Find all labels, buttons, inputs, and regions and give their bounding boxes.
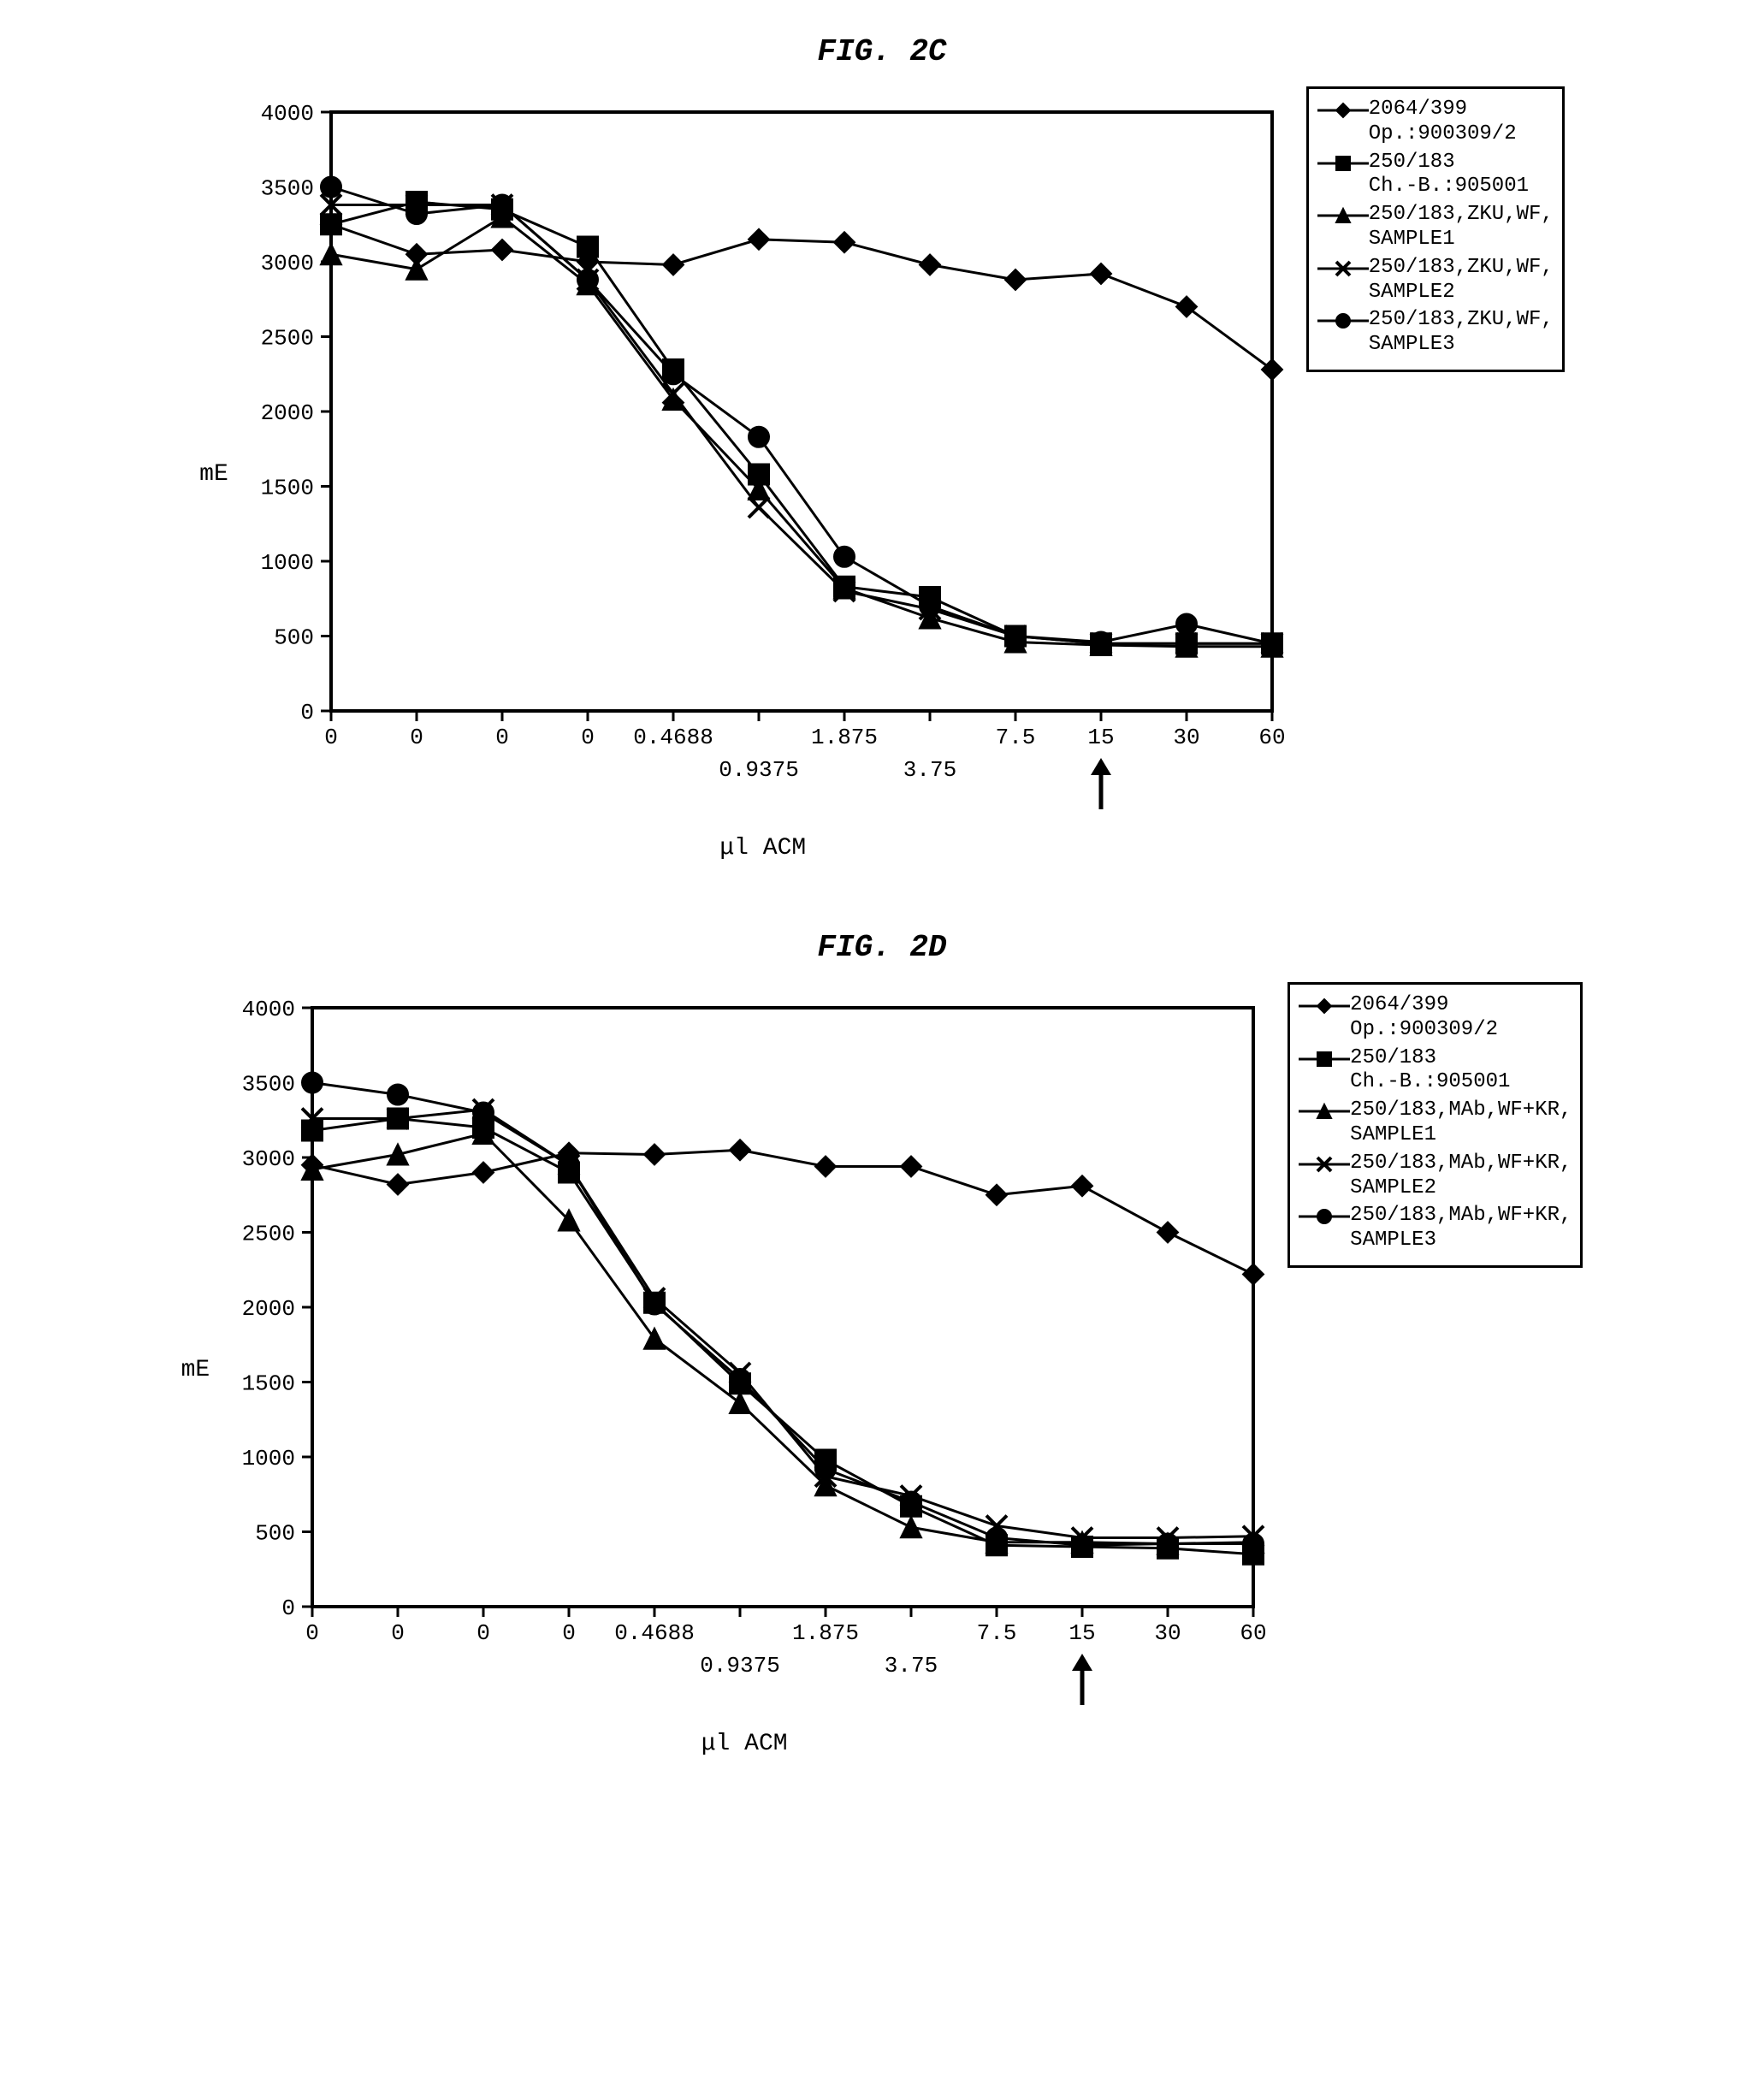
chart-2d-xlabel: μl ACM [701, 1731, 788, 1757]
legend-item: 250/183,MAb,WF+KR,SAMPLE2 [1299, 1152, 1572, 1201]
svg-text:500: 500 [274, 625, 314, 651]
svg-text:1000: 1000 [242, 1446, 295, 1471]
svg-text:15: 15 [1069, 1620, 1096, 1646]
svg-text:3.75: 3.75 [885, 1653, 938, 1678]
legend-item: 2064/399Op.:900309/2 [1299, 993, 1572, 1043]
svg-text:15: 15 [1087, 725, 1114, 750]
legend-item: 250/183,MAb,WF+KR,SAMPLE1 [1299, 1098, 1572, 1148]
svg-text:1500: 1500 [260, 476, 313, 501]
legend-item: 250/183Ch.-B.:905001 [1317, 151, 1554, 200]
svg-text:1.875: 1.875 [792, 1620, 859, 1646]
svg-text:0: 0 [562, 1620, 576, 1646]
legend-label: 250/183,ZKU,WF,SAMPLE3 [1369, 308, 1554, 358]
legend-label: 2064/399Op.:900309/2 [1350, 993, 1498, 1043]
svg-text:2500: 2500 [242, 1222, 295, 1247]
legend-marker-square-icon [1317, 151, 1369, 176]
legend-marker-x-icon [1299, 1152, 1350, 1177]
legend-item: 250/183,ZKU,WF,SAMPLE1 [1317, 203, 1554, 252]
chart-2d-wrapper: mE 0500100015002000250030003500400000000… [34, 982, 1730, 1757]
svg-text:2500: 2500 [260, 326, 313, 352]
chart-2d-ylabel: mE [181, 1357, 210, 1383]
svg-text:3500: 3500 [260, 176, 313, 202]
svg-text:4000: 4000 [242, 997, 295, 1022]
legend-item: 250/183,MAb,WF+KR,SAMPLE3 [1299, 1204, 1572, 1253]
chart-2d-svg: 0500100015002000250030003500400000000.46… [218, 982, 1270, 1718]
svg-text:3000: 3000 [260, 251, 313, 276]
legend-label: 250/183,MAb,WF+KR,SAMPLE3 [1350, 1204, 1572, 1253]
chart-2c-svg: 0500100015002000250030003500400000000.46… [237, 86, 1289, 822]
figure-2d: FIG. 2D mE 05001000150020002500300035004… [34, 930, 1730, 1757]
svg-text:60: 60 [1258, 725, 1285, 750]
svg-text:1000: 1000 [260, 550, 313, 576]
svg-text:0: 0 [495, 725, 509, 750]
legend-item: 250/183,ZKU,WF,SAMPLE3 [1317, 308, 1554, 358]
figure-2c-title: FIG. 2C [34, 34, 1730, 69]
legend-2c: 2064/399Op.:900309/2 250/183Ch.-B.:90500… [1306, 86, 1565, 372]
svg-text:0: 0 [477, 1620, 490, 1646]
legend-label: 250/183,MAb,WF+KR,SAMPLE1 [1350, 1098, 1572, 1148]
svg-text:4000: 4000 [260, 101, 313, 127]
legend-label: 250/183Ch.-B.:905001 [1350, 1046, 1510, 1096]
legend-marker-diamond-icon [1299, 993, 1350, 1019]
legend-marker-triangle-icon [1317, 203, 1369, 228]
svg-text:30: 30 [1155, 1620, 1181, 1646]
legend-label: 250/183,ZKU,WF,SAMPLE1 [1369, 203, 1554, 252]
legend-marker-triangle-icon [1299, 1098, 1350, 1124]
svg-text:30: 30 [1173, 725, 1199, 750]
figure-2d-title: FIG. 2D [34, 930, 1730, 965]
svg-text:0: 0 [410, 725, 423, 750]
svg-text:2000: 2000 [242, 1296, 295, 1322]
svg-text:3000: 3000 [242, 1146, 295, 1172]
legend-2d: 2064/399Op.:900309/2 250/183Ch.-B.:90500… [1287, 982, 1583, 1268]
legend-item: 250/183Ch.-B.:905001 [1299, 1046, 1572, 1096]
legend-item: 250/183,ZKU,WF,SAMPLE2 [1317, 256, 1554, 305]
svg-text:0: 0 [581, 725, 595, 750]
svg-text:0.9375: 0.9375 [719, 757, 799, 783]
svg-text:2000: 2000 [260, 400, 313, 426]
legend-marker-circle-icon [1317, 308, 1369, 334]
svg-text:3.75: 3.75 [903, 757, 956, 783]
chart-2c-wrapper: mE 0500100015002000250030003500400000000… [34, 86, 1730, 861]
svg-text:1500: 1500 [242, 1371, 295, 1397]
chart-2d-area: 0500100015002000250030003500400000000.46… [218, 982, 1270, 1757]
svg-text:0.9375: 0.9375 [700, 1653, 780, 1678]
svg-text:7.5: 7.5 [995, 725, 1035, 750]
svg-text:0.4688: 0.4688 [614, 1620, 695, 1646]
legend-marker-x-icon [1317, 256, 1369, 281]
svg-text:0.4688: 0.4688 [633, 725, 713, 750]
svg-text:0: 0 [305, 1620, 319, 1646]
legend-marker-circle-icon [1299, 1204, 1350, 1229]
svg-text:1.875: 1.875 [811, 725, 878, 750]
svg-text:0: 0 [282, 1596, 296, 1621]
chart-2c-xlabel: μl ACM [719, 835, 806, 861]
legend-label: 250/183,ZKU,WF,SAMPLE2 [1369, 256, 1554, 305]
legend-marker-square-icon [1299, 1046, 1350, 1072]
legend-label: 2064/399Op.:900309/2 [1369, 98, 1517, 147]
svg-text:0: 0 [324, 725, 338, 750]
legend-label: 250/183,MAb,WF+KR,SAMPLE2 [1350, 1152, 1572, 1201]
svg-text:7.5: 7.5 [977, 1620, 1017, 1646]
chart-2c-ylabel: mE [199, 461, 228, 488]
legend-label: 250/183Ch.-B.:905001 [1369, 151, 1529, 200]
figure-2c: FIG. 2C mE 05001000150020002500300035004… [34, 34, 1730, 861]
svg-text:0: 0 [391, 1620, 405, 1646]
svg-text:3500: 3500 [242, 1072, 295, 1098]
svg-text:0: 0 [300, 700, 314, 725]
chart-2c-area: 0500100015002000250030003500400000000.46… [237, 86, 1289, 861]
legend-marker-diamond-icon [1317, 98, 1369, 123]
svg-text:60: 60 [1240, 1620, 1267, 1646]
svg-text:500: 500 [255, 1521, 295, 1547]
legend-item: 2064/399Op.:900309/2 [1317, 98, 1554, 147]
